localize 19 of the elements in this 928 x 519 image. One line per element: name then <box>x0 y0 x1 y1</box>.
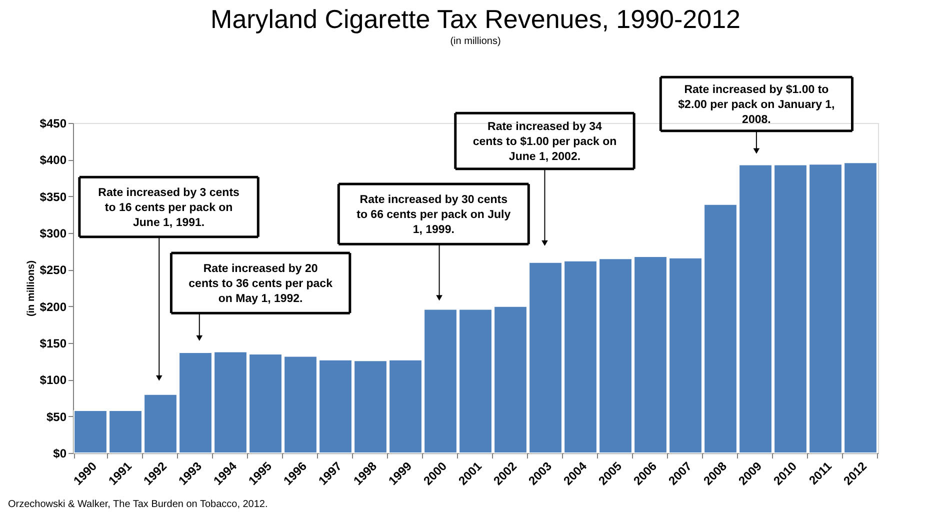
annotation: Rate increased by 34 cents to $1.00 per pack on June 1, 2002. <box>472 120 617 163</box>
y-tick-label: $300 <box>40 226 67 240</box>
y-tick-label: $50 <box>46 410 67 424</box>
y-tick-label: $250 <box>40 263 67 278</box>
chart-subtitle: (in millions) <box>450 36 501 47</box>
y-axis-title: (in millions) <box>26 260 37 317</box>
annotation: Rate increased by $1.00 to $2.00 per pack on January 1, 2008. <box>678 84 835 126</box>
chart-title: Maryland Cigarette Tax Revenues, 1990-2012 <box>210 4 740 34</box>
y-tick-label: $450 <box>40 116 67 130</box>
text: Orzechowski & Walker, The Tax Burden on Tobacco, 2012. <box>8 499 268 510</box>
y-tick-label: $200 <box>40 300 67 314</box>
y-tick-label: $350 <box>40 190 67 204</box>
y-tick-label: $150 <box>40 336 67 350</box>
y-tick-label: $0 <box>53 446 67 460</box>
annotation: Rate increased by 30 cents to 66 cents per pack on July 1, 1999. <box>356 194 512 236</box>
y-tick-label: $400 <box>40 153 67 168</box>
annotation: Rate increased by 20 cents to 36 cents per pack on May 1, 1992. <box>188 263 334 306</box>
annotation: Rate increased by 3 cents to 16 cents per pack on June 1, 1991. <box>98 186 240 229</box>
y-tick-label: $100 <box>40 373 67 388</box>
